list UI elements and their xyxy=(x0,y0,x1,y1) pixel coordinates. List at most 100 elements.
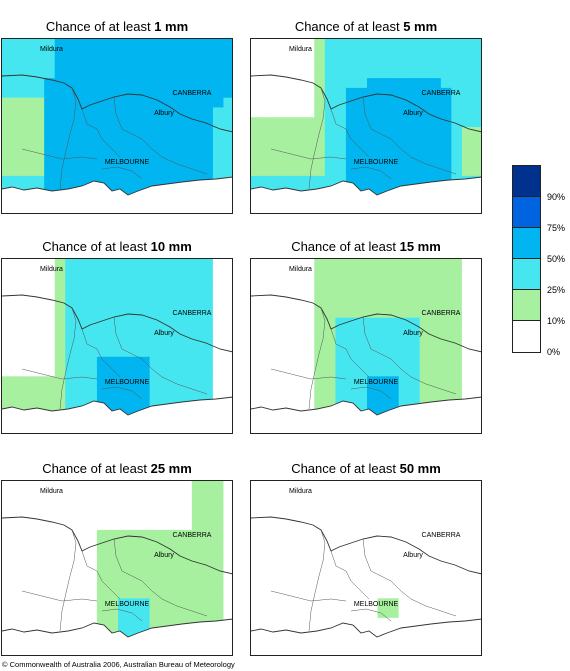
probability-cell xyxy=(472,490,481,502)
probability-cell xyxy=(251,156,263,167)
probability-cell xyxy=(314,588,326,599)
probability-cell xyxy=(356,58,368,69)
probability-cell xyxy=(54,268,66,280)
probability-cell xyxy=(191,268,203,280)
probability-cell xyxy=(54,529,66,541)
probability-cell xyxy=(191,366,203,377)
probability-cell xyxy=(451,376,463,387)
probability-cell xyxy=(149,259,161,270)
probability-cell xyxy=(75,327,87,338)
probability-cell xyxy=(118,578,130,590)
probability-cell xyxy=(191,481,203,492)
probability-cell xyxy=(440,156,452,167)
state-border xyxy=(251,74,481,133)
probability-cell xyxy=(2,386,14,397)
probability-cell xyxy=(324,87,336,99)
probability-cell xyxy=(472,520,481,531)
probability-cell xyxy=(430,366,442,377)
probability-cell xyxy=(335,97,347,108)
probability-cell xyxy=(461,337,473,348)
probability-cell xyxy=(170,48,182,60)
probability-cell xyxy=(75,395,87,407)
probability-cell xyxy=(367,175,379,187)
probability-cell xyxy=(54,347,66,358)
probability-cell xyxy=(118,288,130,299)
probability-cell xyxy=(33,58,45,69)
probability-cell xyxy=(398,156,410,167)
district-boundary xyxy=(113,316,153,370)
probability-cell xyxy=(33,175,45,187)
probability-cell xyxy=(367,278,379,289)
probability-cell xyxy=(170,259,182,270)
probability-cell xyxy=(86,327,98,338)
probability-cell xyxy=(118,68,130,79)
legend-swatch xyxy=(513,259,540,290)
probability-cell xyxy=(139,288,151,299)
probability-cell xyxy=(54,376,66,387)
probability-cell xyxy=(461,490,473,502)
probability-cell xyxy=(293,529,305,541)
probability-cell xyxy=(149,539,161,550)
probability-cell xyxy=(272,127,284,138)
probability-cell xyxy=(12,395,24,407)
probability-cell xyxy=(335,356,347,368)
panel-title: Chance of at least 15 mm xyxy=(291,239,441,254)
probability-cell xyxy=(170,146,182,157)
probability-cell xyxy=(461,58,473,69)
probability-cell xyxy=(139,529,151,541)
probability-cell xyxy=(440,386,452,397)
probability-cell xyxy=(303,481,315,492)
probability-cell xyxy=(324,376,336,387)
probability-cell xyxy=(44,588,56,599)
probability-cell xyxy=(128,185,140,196)
probability-cell xyxy=(345,278,357,289)
probability-cell xyxy=(472,549,481,560)
probability-cell xyxy=(388,58,400,69)
probability-cell xyxy=(324,327,336,338)
probability-cell xyxy=(75,68,87,79)
probability-cell xyxy=(461,307,473,319)
probability-cell xyxy=(324,529,336,541)
probability-cell xyxy=(419,146,431,157)
probability-cell xyxy=(23,58,35,69)
probability-cell xyxy=(430,278,442,289)
probability-cell xyxy=(181,539,193,550)
probability-cell xyxy=(149,97,161,108)
probability-cell xyxy=(272,317,284,328)
probability-cell xyxy=(202,386,214,397)
probability-cell xyxy=(149,39,161,50)
probability-cell xyxy=(181,58,193,69)
probability-cell xyxy=(388,520,400,531)
probability-cell xyxy=(75,58,87,69)
probability-cell xyxy=(261,386,273,397)
probability-cell xyxy=(191,68,203,79)
city-label-albury: Albury xyxy=(154,330,174,337)
probability-cell xyxy=(2,68,14,79)
probability-cell xyxy=(149,520,161,531)
probability-cell xyxy=(54,136,66,148)
probability-cell xyxy=(96,58,108,69)
probability-cell xyxy=(261,366,273,377)
probability-cell xyxy=(388,166,400,177)
probability-cell xyxy=(409,578,421,590)
probability-cell xyxy=(398,337,410,348)
probability-cell xyxy=(191,298,203,309)
probability-cell xyxy=(202,529,214,541)
probability-cell xyxy=(128,366,140,377)
probability-cell xyxy=(261,529,273,541)
probability-cell xyxy=(23,347,35,358)
district-boundary xyxy=(151,590,208,617)
probability-cell xyxy=(398,549,410,560)
probability-cell xyxy=(293,520,305,531)
probability-cell xyxy=(128,146,140,157)
probability-cell xyxy=(367,107,379,118)
probability-cell xyxy=(96,117,108,128)
probability-cell xyxy=(181,39,193,50)
probability-cell xyxy=(86,127,98,138)
probability-cell xyxy=(139,327,151,338)
probability-cell xyxy=(282,317,294,328)
probability-cell xyxy=(335,87,347,99)
probability-cell xyxy=(160,327,172,338)
probability-cell xyxy=(202,307,214,319)
probability-cell xyxy=(272,288,284,299)
